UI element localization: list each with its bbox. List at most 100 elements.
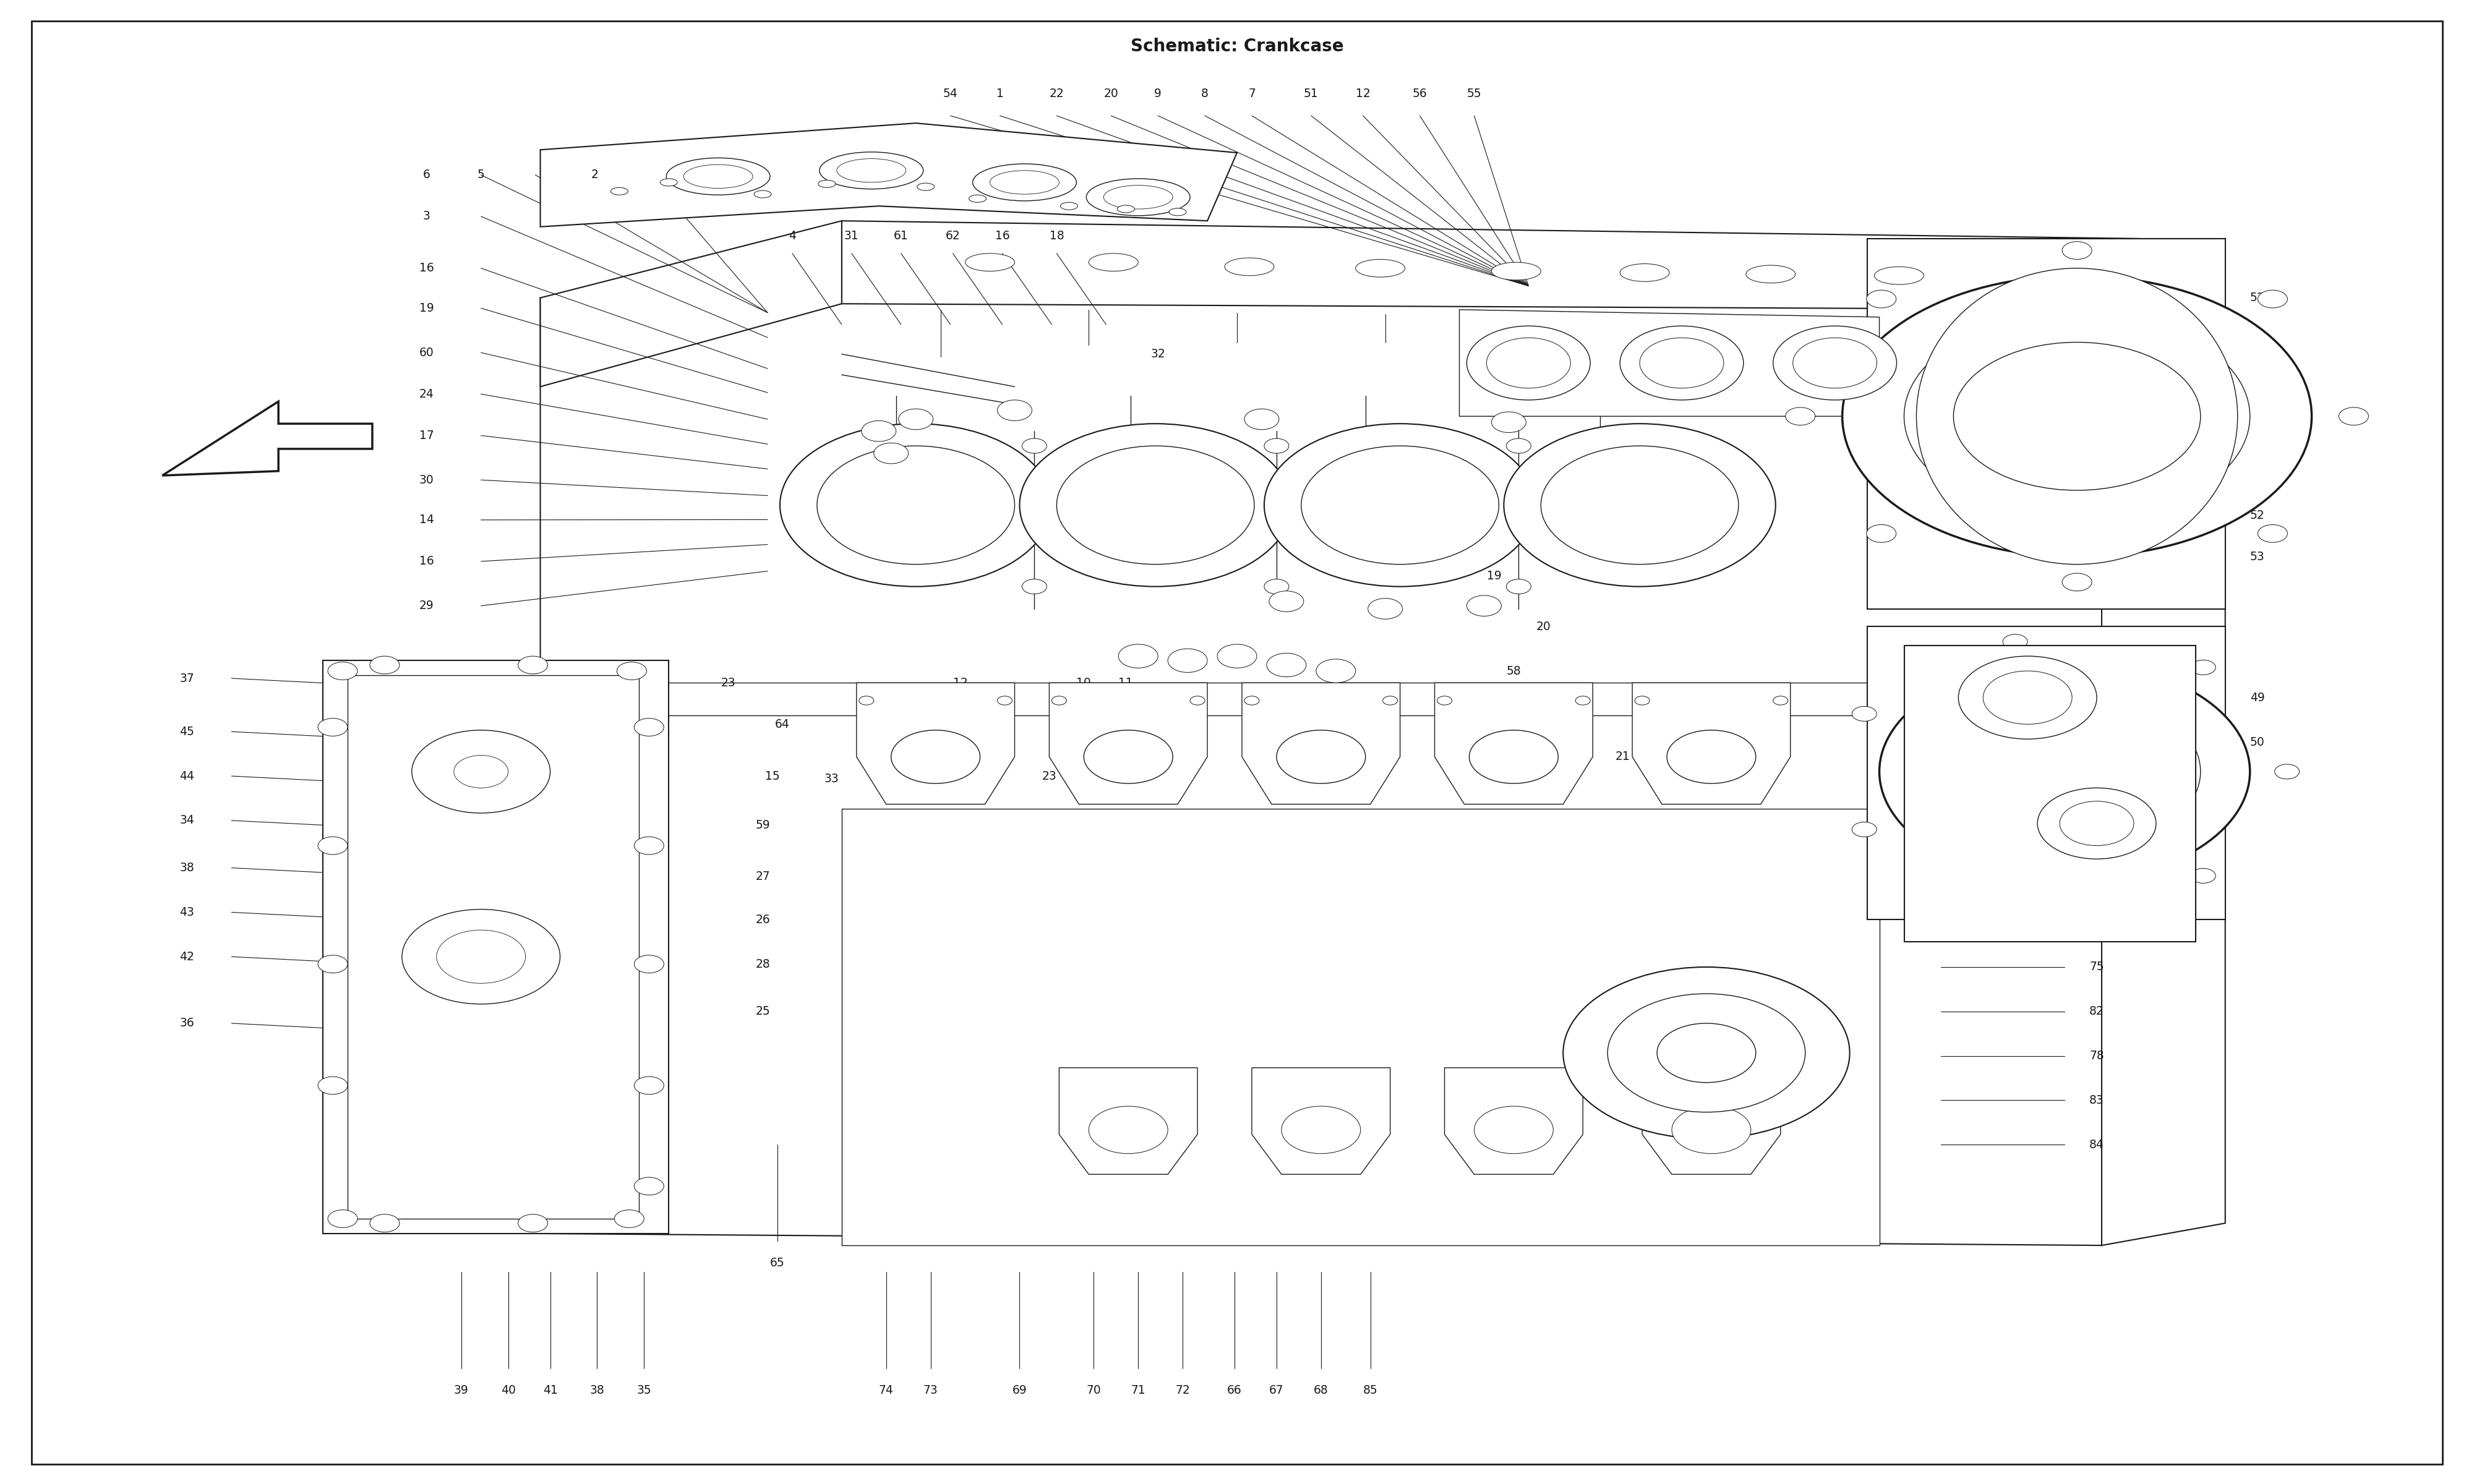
Text: 19: 19 <box>418 303 433 315</box>
Circle shape <box>2063 242 2093 260</box>
Ellipse shape <box>1264 438 1289 453</box>
Circle shape <box>633 718 663 736</box>
Text: 58: 58 <box>1507 665 1522 677</box>
Circle shape <box>1959 656 2098 739</box>
Text: 3: 3 <box>423 211 430 223</box>
Circle shape <box>1316 659 1356 683</box>
Circle shape <box>891 730 980 784</box>
Ellipse shape <box>1635 696 1650 705</box>
Text: 28: 28 <box>755 959 769 971</box>
Text: 53: 53 <box>2249 551 2264 562</box>
Text: 14: 14 <box>418 513 433 525</box>
Circle shape <box>369 656 398 674</box>
Circle shape <box>1504 423 1776 586</box>
Circle shape <box>898 410 933 429</box>
Circle shape <box>1467 595 1502 616</box>
Text: 48: 48 <box>2175 736 2189 748</box>
Text: 79: 79 <box>2091 784 2103 795</box>
Ellipse shape <box>1170 208 1188 215</box>
Circle shape <box>633 956 663 974</box>
Polygon shape <box>1460 310 1880 417</box>
Circle shape <box>1487 338 1571 389</box>
Text: 18: 18 <box>1049 230 1064 242</box>
Ellipse shape <box>990 171 1059 194</box>
Circle shape <box>1492 413 1526 432</box>
Circle shape <box>997 401 1032 421</box>
Text: 35: 35 <box>636 1385 651 1396</box>
Circle shape <box>329 1209 356 1227</box>
Text: 55: 55 <box>1467 88 1482 99</box>
Polygon shape <box>1445 1067 1583 1174</box>
Ellipse shape <box>918 183 935 190</box>
Text: 82: 82 <box>2091 1006 2103 1018</box>
Text: 22: 22 <box>1049 88 1064 99</box>
Circle shape <box>1865 525 1895 543</box>
Text: 39: 39 <box>453 1385 468 1396</box>
Circle shape <box>401 910 559 1005</box>
Text: 57: 57 <box>1566 706 1581 718</box>
Text: 84: 84 <box>2091 1138 2103 1150</box>
Ellipse shape <box>1747 266 1796 283</box>
Circle shape <box>1089 1106 1168 1153</box>
Circle shape <box>319 1076 349 1094</box>
Text: 5: 5 <box>477 169 485 181</box>
Circle shape <box>319 718 349 736</box>
Text: 69: 69 <box>1012 1385 1027 1396</box>
Text: 32: 32 <box>1150 349 1165 361</box>
Ellipse shape <box>819 180 836 187</box>
Text: 41: 41 <box>542 1385 557 1396</box>
Text: 30: 30 <box>418 473 433 485</box>
Ellipse shape <box>1356 260 1405 278</box>
Circle shape <box>2192 660 2217 675</box>
Text: 20: 20 <box>1536 620 1551 632</box>
Text: 26: 26 <box>755 914 769 926</box>
Text: 12: 12 <box>952 677 967 689</box>
Polygon shape <box>1868 239 2224 608</box>
Text: 42: 42 <box>181 951 195 963</box>
Polygon shape <box>324 660 668 1233</box>
Ellipse shape <box>1492 263 1541 280</box>
Text: 16: 16 <box>418 555 433 567</box>
Text: 52: 52 <box>2249 509 2264 521</box>
Text: 27: 27 <box>755 871 769 883</box>
Circle shape <box>1853 822 1878 837</box>
Ellipse shape <box>1576 696 1591 705</box>
Text: 53: 53 <box>2249 332 2264 344</box>
Ellipse shape <box>666 157 769 194</box>
Polygon shape <box>1643 1067 1781 1174</box>
Text: 75: 75 <box>2091 962 2103 974</box>
FancyBboxPatch shape <box>1905 646 2194 942</box>
Text: 67: 67 <box>1269 1385 1284 1396</box>
Ellipse shape <box>1917 269 2236 564</box>
Ellipse shape <box>1118 205 1136 212</box>
Text: 78: 78 <box>2091 1051 2103 1061</box>
Circle shape <box>517 1214 547 1232</box>
Text: 64: 64 <box>774 718 789 730</box>
Text: 44: 44 <box>181 770 195 782</box>
Text: 71: 71 <box>1131 1385 1145 1396</box>
Circle shape <box>1930 690 2199 853</box>
Polygon shape <box>1435 683 1593 804</box>
Circle shape <box>1475 1106 1554 1153</box>
Circle shape <box>369 1214 398 1232</box>
Text: 52: 52 <box>2249 292 2264 304</box>
Text: 59: 59 <box>755 819 769 831</box>
Circle shape <box>1118 644 1158 668</box>
Polygon shape <box>1242 683 1400 804</box>
Circle shape <box>2274 764 2298 779</box>
Text: 33: 33 <box>824 773 839 785</box>
Text: 16: 16 <box>995 230 1009 242</box>
Text: 77: 77 <box>2091 873 2103 884</box>
Ellipse shape <box>1875 267 1925 285</box>
Text: 68: 68 <box>1314 1385 1329 1396</box>
Circle shape <box>1620 326 1744 401</box>
Polygon shape <box>539 221 841 387</box>
Text: 56: 56 <box>1413 88 1427 99</box>
Circle shape <box>633 1177 663 1195</box>
Text: 21: 21 <box>1616 751 1630 763</box>
Circle shape <box>1056 445 1254 564</box>
Text: 38: 38 <box>589 1385 604 1396</box>
Circle shape <box>1282 1106 1361 1153</box>
Text: 25: 25 <box>755 1006 769 1018</box>
Text: 31: 31 <box>844 230 858 242</box>
